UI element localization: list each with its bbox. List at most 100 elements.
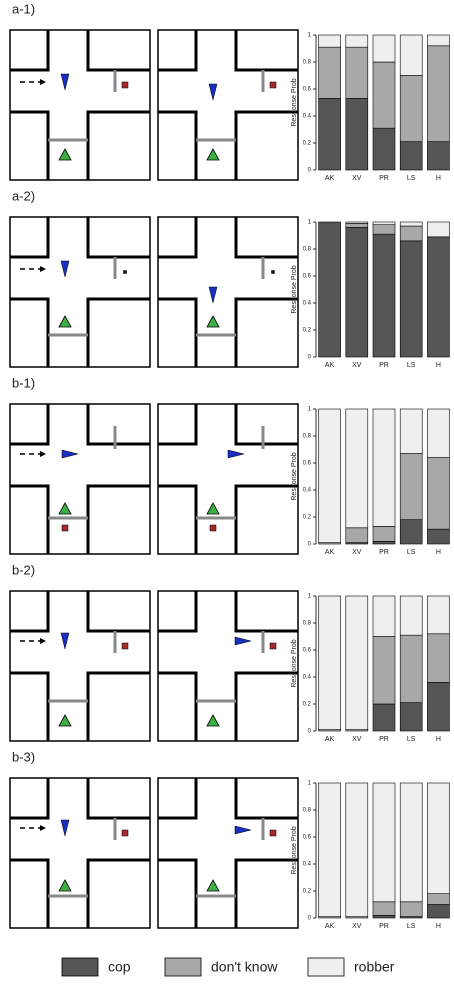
world-border: [158, 30, 298, 180]
bar-segment: [400, 596, 422, 635]
y-tick-label: 0.4: [303, 488, 312, 494]
target: [62, 525, 68, 531]
y-tick-label: 0: [308, 355, 312, 361]
legend-swatch: [62, 958, 98, 976]
bar-segment: [427, 596, 449, 634]
y-tick-label: 0.8: [303, 60, 312, 66]
y-tick-label: 0.8: [303, 808, 312, 814]
legend-label: cop: [108, 959, 131, 975]
y-tick-label: 0.2: [303, 702, 312, 708]
bar-segment: [400, 783, 422, 902]
y-tick-label: 0.8: [303, 247, 312, 253]
world-border: [158, 778, 298, 928]
x-tick-label: AK: [325, 549, 335, 556]
target: [124, 271, 127, 274]
y-tick-label: 0.2: [303, 328, 312, 334]
y-tick-label: 0.8: [303, 434, 312, 440]
bar-segment: [346, 98, 368, 170]
bar-segment: [346, 409, 368, 528]
bar-segment: [400, 454, 422, 520]
bar-segment: [373, 783, 395, 902]
bar-segment: [346, 35, 368, 47]
y-tick-label: 0.6: [303, 648, 312, 654]
bar-segment: [400, 409, 422, 454]
gridworld: [10, 217, 150, 367]
y-tick-label: 0.4: [303, 675, 312, 681]
x-tick-label: XV: [352, 362, 362, 369]
y-tick-label: 0.6: [303, 274, 312, 280]
bar-segment: [346, 227, 368, 357]
target: [272, 271, 275, 274]
legend-swatch: [165, 958, 201, 976]
world-border: [10, 404, 150, 554]
bar-segment: [400, 76, 422, 142]
gridworld: [158, 217, 298, 367]
y-tick-label: 0.6: [303, 835, 312, 841]
legend-label: robber: [354, 959, 395, 975]
y-axis-label: Response Prob: [291, 265, 298, 313]
figure: a-1) Response Prob 0 0.2 0.4 0.6 0.8 1 AK XV PR LS H…: [0, 0, 454, 980]
bar-segment: [427, 142, 449, 170]
target: [122, 643, 128, 649]
legend-label: don't know: [211, 959, 278, 975]
y-tick-label: 0: [308, 542, 312, 548]
bar-segment: [319, 35, 341, 47]
bar-segment: [373, 62, 395, 128]
y-tick-label: 0.2: [303, 141, 312, 147]
y-tick-label: 0.4: [303, 301, 312, 307]
y-tick-label: 1: [308, 220, 312, 226]
world-border: [10, 30, 150, 180]
panel-label: a-1): [12, 1, 35, 16]
panel-label: a-2): [12, 188, 35, 203]
bar-segment: [373, 541, 395, 544]
target: [270, 830, 276, 836]
x-tick-label: AK: [325, 175, 335, 182]
x-tick-label: PR: [379, 362, 389, 369]
bar-segment: [373, 409, 395, 526]
bar-segment: [427, 783, 449, 894]
bar-segment: [346, 783, 368, 917]
y-axis-label: Response Prob: [291, 826, 298, 874]
y-tick-label: 0.8: [303, 621, 312, 627]
x-tick-label: XV: [352, 736, 362, 743]
x-tick-label: LS: [407, 923, 416, 930]
gridworld: [10, 778, 150, 928]
y-tick-label: 0.6: [303, 87, 312, 93]
world-border: [10, 778, 150, 928]
x-tick-label: XV: [352, 549, 362, 556]
x-tick-label: LS: [407, 362, 416, 369]
y-axis-label: Response Prob: [291, 78, 298, 126]
x-tick-label: LS: [407, 175, 416, 182]
bar-segment: [427, 237, 449, 357]
bar-segment: [373, 526, 395, 541]
bar-segment: [346, 596, 368, 730]
x-tick-label: H: [436, 549, 441, 556]
bar-segment: [427, 46, 449, 142]
y-axis-label: Response Prob: [291, 452, 298, 500]
bar-segment: [373, 128, 395, 170]
y-axis-label: Response Prob: [291, 639, 298, 687]
x-tick-label: H: [436, 923, 441, 930]
bar-segment: [427, 35, 449, 46]
bar-segment: [346, 47, 368, 98]
gridworld: [10, 591, 150, 741]
bar-segment: [373, 35, 395, 62]
bar-segment: [319, 409, 341, 543]
y-tick-label: 1: [308, 594, 312, 600]
gridworld: [10, 30, 150, 180]
bar-segment: [319, 596, 341, 730]
gridworld: [158, 30, 298, 180]
y-tick-label: 0: [308, 916, 312, 922]
world-border: [158, 591, 298, 741]
x-tick-label: LS: [407, 736, 416, 743]
bar-segment: [373, 637, 395, 705]
x-tick-label: PR: [379, 736, 389, 743]
bar-segment: [427, 529, 449, 544]
bar-segment: [400, 226, 422, 241]
world-border: [10, 217, 150, 367]
world-border: [10, 591, 150, 741]
bar-segment: [427, 682, 449, 731]
x-tick-label: PR: [379, 549, 389, 556]
bar-segment: [427, 458, 449, 530]
bar-segment: [400, 35, 422, 76]
